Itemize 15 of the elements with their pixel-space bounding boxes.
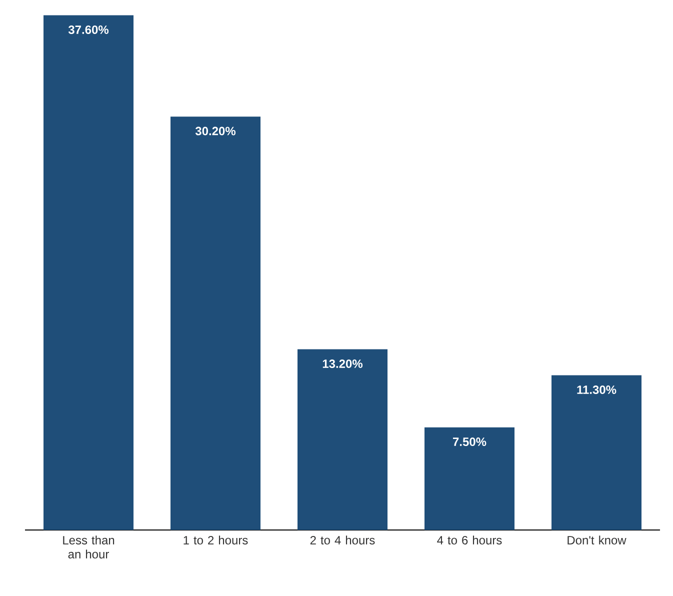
x-tick-label: 1 to 2 hours: [184, 536, 248, 544]
data-label: 11.30%: [577, 386, 616, 394]
x-tick-label: Don't know: [568, 536, 626, 544]
x-tick-label: 4 to 6 hours: [437, 536, 502, 544]
bar: [44, 15, 134, 530]
data-label: 13.20%: [322, 359, 363, 368]
bar: [551, 375, 642, 530]
data-label: 30.20%: [195, 126, 236, 136]
bar: [424, 427, 514, 530]
x-tick-label: 2 to 4 hours: [310, 536, 375, 544]
x-tick-label: Less than an hour: [63, 536, 114, 558]
bar: [298, 349, 388, 530]
data-label: 7.50%: [453, 438, 486, 446]
data-label: 37.60%: [68, 25, 109, 34]
bar: [170, 116, 260, 530]
